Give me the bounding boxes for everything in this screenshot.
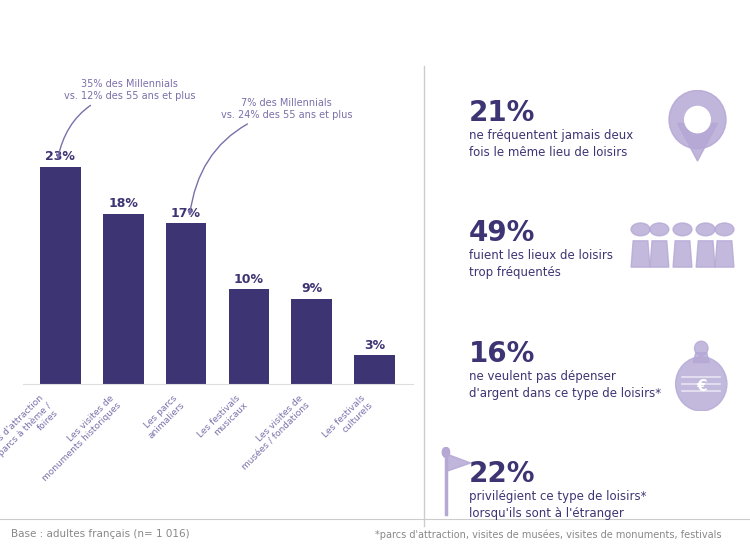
- Text: 9%: 9%: [302, 282, 322, 295]
- Text: 7% des Millennials
vs. 24% des 55 ans et plus: 7% des Millennials vs. 24% des 55 ans et…: [188, 98, 352, 214]
- Text: *parcs d'attraction, visites de musées, visites de monuments, festivals: *parcs d'attraction, visites de musées, …: [375, 529, 722, 540]
- Text: 35% des Millennials
vs. 12% des 55 ans et plus: 35% des Millennials vs. 12% des 55 ans e…: [57, 79, 195, 158]
- Bar: [229, 289, 269, 384]
- Text: 18%: 18%: [108, 197, 138, 210]
- Text: 49%: 49%: [469, 219, 536, 247]
- Bar: [166, 224, 206, 384]
- Bar: [40, 167, 81, 384]
- Circle shape: [442, 447, 450, 457]
- Text: 23%: 23%: [45, 150, 75, 163]
- Circle shape: [650, 223, 669, 236]
- Polygon shape: [673, 241, 692, 267]
- Polygon shape: [693, 352, 709, 363]
- Polygon shape: [715, 241, 734, 267]
- Text: €: €: [696, 379, 706, 394]
- Circle shape: [685, 106, 710, 133]
- Text: ne veulent pas dépenser
d'argent dans ce type de loisirs*: ne veulent pas dépenser d'argent dans ce…: [469, 370, 661, 400]
- Text: ne fréquentent jamais deux
fois le même lieu de loisirs: ne fréquentent jamais deux fois le même …: [469, 129, 633, 159]
- Circle shape: [676, 357, 727, 411]
- Text: 22%: 22%: [469, 460, 536, 488]
- Polygon shape: [446, 454, 471, 471]
- Text: Base : adultes français (n= 1 016): Base : adultes français (n= 1 016): [11, 529, 190, 539]
- Polygon shape: [650, 241, 669, 267]
- Circle shape: [715, 223, 734, 236]
- Circle shape: [669, 90, 726, 149]
- Text: 3%: 3%: [364, 339, 386, 352]
- Text: Les types de loisirs préférés des Français: Les types de loisirs préférés des França…: [11, 22, 439, 44]
- Circle shape: [673, 223, 692, 236]
- Text: privilégient ce type de loisirs*
lorsqu'ils sont à l'étranger: privilégient ce type de loisirs* lorsqu'…: [469, 490, 646, 521]
- Bar: [292, 299, 332, 384]
- Text: fuient les lieux de loisirs
trop fréquentés: fuient les lieux de loisirs trop fréquen…: [469, 249, 613, 279]
- Text: 10%: 10%: [234, 273, 264, 286]
- Text: 21%: 21%: [469, 99, 536, 127]
- Polygon shape: [631, 241, 650, 267]
- Circle shape: [631, 223, 650, 236]
- Text: 16%: 16%: [469, 340, 536, 368]
- Polygon shape: [696, 241, 715, 267]
- Bar: [103, 214, 143, 384]
- Bar: [354, 355, 395, 384]
- Circle shape: [696, 223, 715, 236]
- Text: 17%: 17%: [171, 207, 201, 220]
- Polygon shape: [677, 123, 718, 161]
- Circle shape: [694, 341, 708, 356]
